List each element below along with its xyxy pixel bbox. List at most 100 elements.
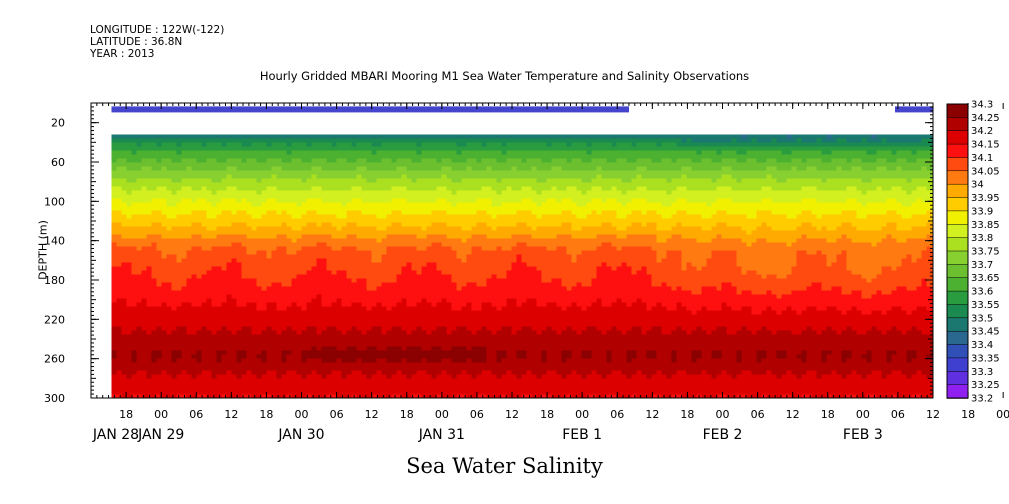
y-tick-label: 140	[44, 235, 65, 248]
x-tick-label: 12	[926, 408, 940, 421]
colorbar-label: 34.15	[971, 140, 1000, 151]
colorbar-label: 33.35	[971, 353, 1000, 364]
longitude-label: LONGITUDE : 122W(-122)	[90, 24, 225, 36]
colorbar-swatch	[946, 224, 969, 239]
x-tick-label: 06	[610, 408, 624, 421]
colorbar-label: 33.95	[971, 193, 1000, 204]
colorbar-label: 33.65	[971, 273, 1000, 284]
colorbar-swatch	[946, 250, 969, 266]
x-tick-label: 18	[961, 408, 975, 421]
colorbar: 34.3 34.25 34.2 34.15 34.1 34.05 34 33.95 33.9 33…	[946, 100, 1000, 405]
surface-strip	[111, 106, 629, 113]
colorbar-label: 33.85	[971, 220, 1000, 231]
colorbar-label: 33.25	[971, 380, 1000, 391]
colorbar-label: 33.3	[971, 367, 993, 378]
x-tick-label: 12	[224, 408, 238, 421]
colorbar-label: 34.05	[971, 166, 1000, 177]
surface-strip	[895, 106, 933, 113]
colorbar-swatch	[946, 371, 969, 386]
colorbar-swatch	[946, 304, 969, 319]
colorbar-label: 33.9	[971, 206, 993, 217]
colorbar-swatch	[946, 290, 969, 306]
y-tick-label: 60	[51, 156, 65, 169]
colorbar-swatch	[946, 317, 969, 332]
x-tick-label: 18	[259, 408, 273, 421]
y-axis-label: DEPTH (m)	[36, 220, 50, 280]
colorbar-label: 33.75	[971, 247, 1000, 258]
latitude-label: LATITUDE : 36.8N	[90, 36, 183, 48]
y-tick-label: 20	[51, 117, 65, 130]
x-date-label: FEB 1	[562, 427, 602, 443]
y-tick-label: 220	[44, 313, 65, 326]
x-tick-label: 00	[154, 408, 168, 421]
colorbar-swatch	[946, 117, 969, 132]
colorbar-swatch	[946, 210, 969, 226]
colorbar-swatch	[946, 344, 969, 359]
colorbar-swatch	[946, 384, 969, 399]
x-tick-label: 12	[505, 408, 519, 421]
colorbar-swatch	[946, 277, 969, 292]
colorbar-label: 34.25	[971, 113, 1000, 124]
x-date-label: JAN 28	[92, 427, 139, 443]
x-tick-label: 06	[189, 408, 203, 421]
colorbar-label: 33.2	[971, 394, 993, 405]
x-date-label: JAN 31	[418, 427, 465, 443]
x-date-label: FEB 3	[843, 427, 883, 443]
x-tick-label: 00	[575, 408, 589, 421]
colorbar-label: 34.3	[971, 100, 993, 111]
colorbar-swatch	[946, 357, 969, 373]
colorbar-label: 33.8	[971, 233, 993, 244]
colorbar-label: 34.2	[971, 126, 993, 137]
colorbar-swatch	[946, 183, 969, 199]
x-tick-label: 06	[330, 408, 344, 421]
x-date-label: JAN 29	[137, 427, 184, 443]
x-tick-label: 12	[786, 408, 800, 421]
y-axis: 20 60 100 140 180 220 260 300	[44, 102, 933, 405]
x-tick-label: 18	[119, 408, 133, 421]
x-tick-label: 06	[470, 408, 484, 421]
colorbar-label: 33.6	[971, 287, 993, 298]
colorbar-label: 33.55	[971, 300, 1000, 311]
colorbar-label: 33.45	[971, 327, 1000, 338]
colorbar-label: 33.4	[971, 340, 993, 351]
x-tick-label: 18	[400, 408, 414, 421]
x-tick-label: 00	[996, 408, 1009, 421]
colorbar-swatch	[946, 143, 969, 159]
x-tick-label: 18	[680, 408, 694, 421]
x-tick-label: 18	[540, 408, 554, 421]
colorbar-swatch	[946, 237, 969, 252]
x-tick-label: 12	[645, 408, 659, 421]
colorbar-swatch	[946, 264, 969, 279]
x-tick-label: 06	[751, 408, 765, 421]
year-label: YEAR : 2013	[90, 48, 155, 60]
y-tick-label: 180	[44, 274, 65, 287]
colorbar-label: 34.1	[971, 153, 993, 164]
colorbar-frame	[946, 103, 969, 399]
x-tick-label: 18	[821, 408, 835, 421]
colorbar-label: 33.5	[971, 313, 993, 324]
colorbar-swatch	[946, 197, 969, 212]
colorbar-label: 34	[971, 180, 984, 191]
colorbar-swatch	[946, 330, 969, 346]
x-tick-label: 06	[891, 408, 905, 421]
y-tick-label: 100	[44, 195, 65, 208]
colorbar-swatch	[946, 103, 969, 119]
x-date-label: FEB 2	[703, 427, 743, 443]
y-tick-label: 300	[44, 392, 65, 405]
salinity-field	[111, 106, 933, 398]
colorbar-swatch	[946, 157, 969, 172]
x-tick-label: 00	[295, 408, 309, 421]
x-date-label: JAN 30	[277, 427, 324, 443]
x-tick-label: 00	[856, 408, 870, 421]
x-axis: 18 00 06 12 18 00 06 12 18 00 06 12 18 00 06 12 18 00 06 12…	[90, 103, 1009, 443]
colorbar-swatch	[946, 170, 969, 185]
x-tick-label: 00	[716, 408, 730, 421]
x-tick-label: 00	[435, 408, 449, 421]
y-tick-label: 260	[44, 353, 65, 366]
colorbar-label: 33.7	[971, 260, 993, 271]
x-tick-label: 12	[365, 408, 379, 421]
x-axis-label: Sea Water Salinity	[406, 454, 603, 478]
chart-title: Hourly Gridded MBARI Mooring M1 Sea Wate…	[259, 69, 750, 83]
colorbar-swatch	[946, 130, 969, 145]
